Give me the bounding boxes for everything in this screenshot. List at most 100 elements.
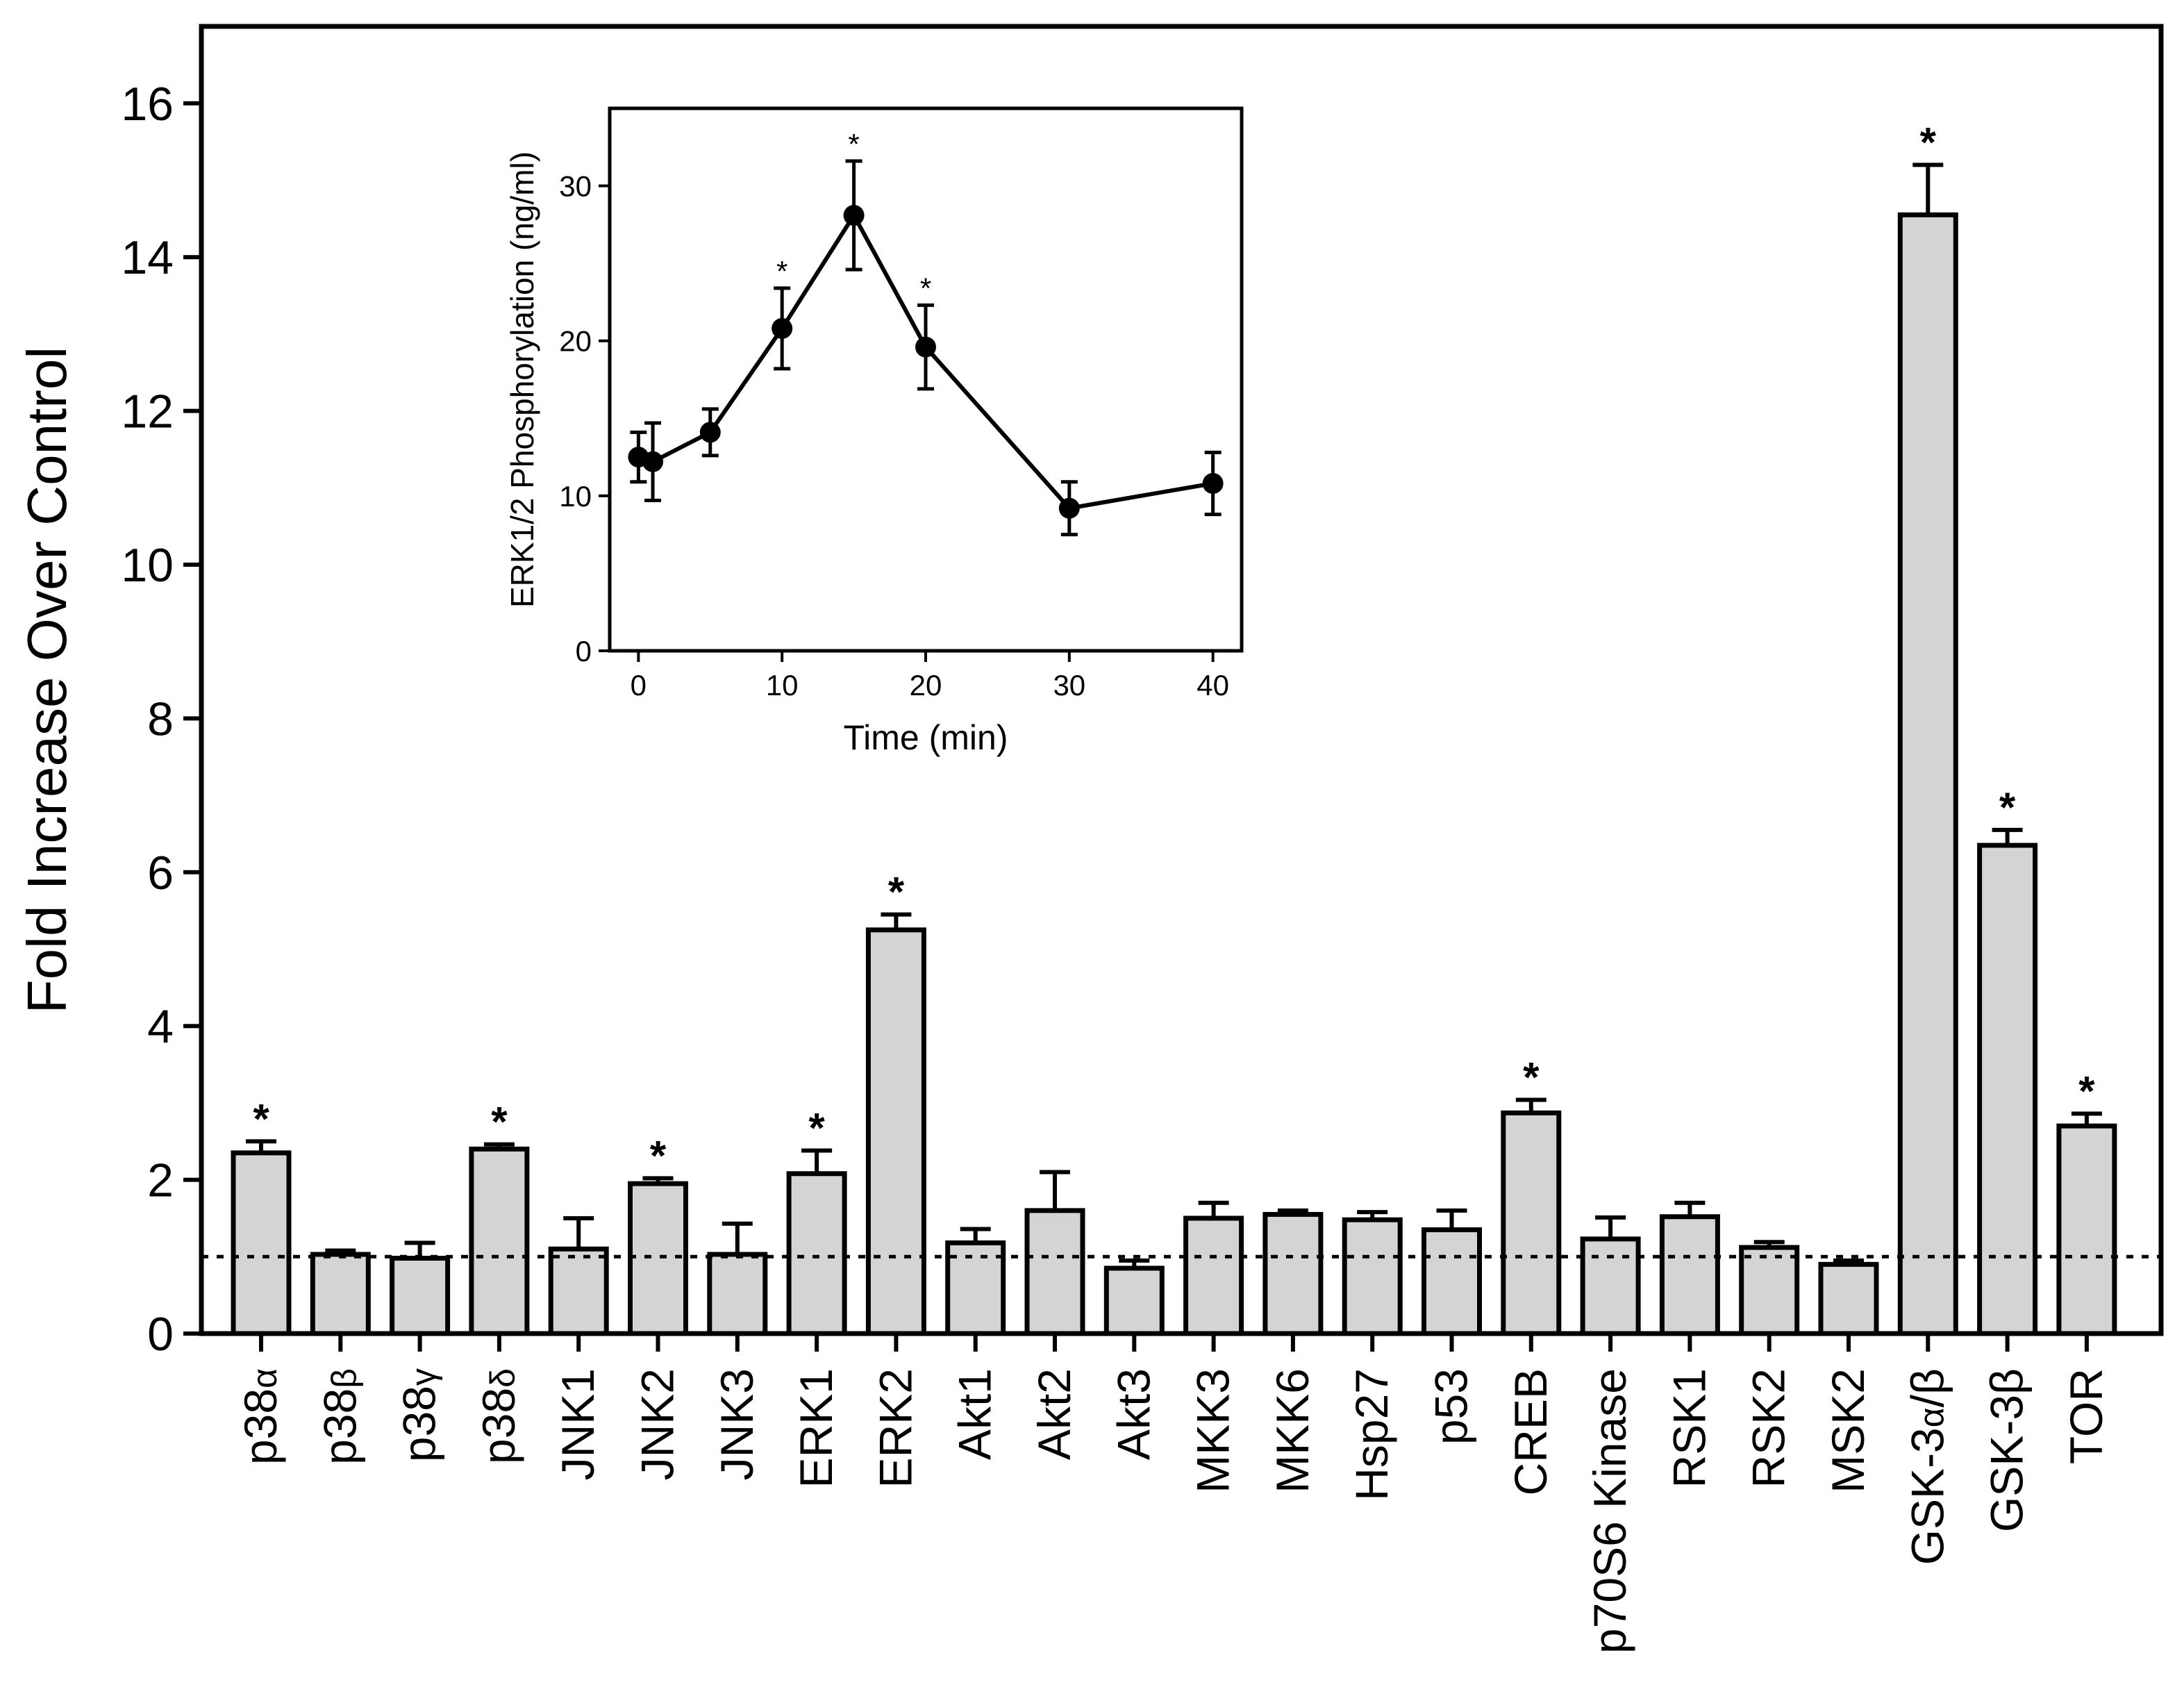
inset-point-group	[1058, 480, 1080, 537]
category-label: RSK1	[1663, 1368, 1715, 1488]
y-tick-label: 16	[121, 78, 174, 131]
significance-star: *	[650, 1132, 667, 1179]
bar-group: RSK2	[1739, 1240, 1800, 1488]
category-label: CREB	[1505, 1368, 1556, 1495]
bar-chart: 0 2 4 6 8 10 12 14 16 Fold Increase Over Control *…	[16, 24, 2164, 1654]
bar	[231, 1150, 292, 1336]
inset-y-tick-label: 0	[576, 635, 592, 667]
category-base: JNK3	[711, 1368, 762, 1480]
inset-significance-star: *	[776, 255, 787, 288]
category-label: RSK2	[1743, 1368, 1794, 1488]
category-base: p38	[394, 1386, 445, 1462]
category-base: p38	[314, 1388, 365, 1465]
inset-point-group: *	[772, 255, 793, 371]
significance-star: *	[1920, 119, 1937, 165]
category-base: Akt2	[1028, 1368, 1080, 1460]
inset-x-tick-label: 0	[631, 669, 647, 702]
bar	[1422, 1227, 1482, 1336]
category-label: JNK2	[632, 1368, 683, 1480]
bar-group: Akt1	[945, 1227, 1006, 1460]
bar	[310, 1252, 371, 1336]
y-tick-label: 2	[147, 1154, 174, 1207]
y-tick-label: 10	[121, 539, 174, 592]
inset-significance-star: *	[920, 272, 931, 304]
y-tick-label: 6	[147, 847, 174, 899]
category-label: ERK1	[790, 1368, 842, 1488]
category-base: GSK-3	[1901, 1427, 1953, 1565]
bar-group: Akt3	[1103, 1258, 1165, 1460]
inset-point	[843, 204, 865, 226]
bar-group: * JNK2	[628, 1132, 688, 1480]
bar	[1501, 1110, 1562, 1336]
y-tick-label: 4	[147, 1000, 174, 1053]
bar-group: p38γ	[390, 1241, 451, 1462]
category-label: p53	[1426, 1368, 1477, 1445]
category-label: ERK2	[869, 1368, 921, 1488]
category-greek: β	[324, 1368, 363, 1388]
bar	[1580, 1236, 1641, 1336]
category-greek: α	[1912, 1407, 1951, 1427]
category-base: GSK-3β	[1981, 1368, 2033, 1532]
category-label: p38γ	[394, 1368, 445, 1462]
inset-point-group: *	[843, 128, 865, 272]
bar	[1897, 212, 1958, 1336]
inset-x-tick-label: 40	[1197, 669, 1229, 702]
bar-group: JNK3	[707, 1221, 768, 1480]
category-label: Akt2	[1028, 1368, 1080, 1460]
category-base: ERK2	[869, 1368, 921, 1488]
significance-star: *	[2078, 1068, 2095, 1114]
bar	[1262, 1211, 1324, 1336]
bar	[390, 1256, 451, 1336]
significance-star: *	[1523, 1054, 1540, 1100]
inset-chart: 0 10 20 30 0 10 20 30 40 Time (min) ERK1/2 Phospho…	[504, 106, 1244, 757]
bar-group: p53	[1422, 1208, 1482, 1445]
significance-star: *	[1999, 784, 2016, 831]
bar-group: Akt2	[1024, 1170, 1085, 1460]
category-greek: α	[245, 1368, 284, 1388]
inset-point	[772, 317, 793, 339]
category-label: p38β	[314, 1368, 365, 1465]
bar	[1739, 1245, 1800, 1336]
significance-star: *	[253, 1095, 269, 1142]
y-tick-label: 0	[147, 1308, 174, 1361]
bar-group: MKK6	[1262, 1208, 1324, 1493]
bar	[865, 927, 926, 1336]
y-tick-label: 14	[121, 231, 174, 284]
y-tick-label: 12	[121, 385, 174, 438]
category-suffix: /β	[1901, 1368, 1953, 1407]
inset-point	[1058, 497, 1080, 519]
bar-group: * ERK1	[786, 1105, 847, 1488]
category-label: MKK3	[1187, 1368, 1239, 1493]
bar	[707, 1252, 768, 1336]
bar-group: * p38δ	[469, 1099, 530, 1464]
inset-significance-star: *	[848, 128, 859, 160]
category-base: TOR	[2060, 1368, 2112, 1464]
bar-group: p38β	[310, 1248, 371, 1465]
bar	[1818, 1261, 1879, 1336]
inset-point-group: *	[915, 272, 936, 391]
category-label: p38δ	[473, 1368, 524, 1464]
category-label: TOR	[2060, 1368, 2112, 1464]
category-label: MSK2	[1822, 1368, 1874, 1493]
inset-series-line	[637, 211, 1214, 511]
bar-group: RSK1	[1659, 1200, 1720, 1488]
inset-x-tick-label: 30	[1053, 669, 1085, 702]
category-base: MKK3	[1187, 1368, 1239, 1493]
significance-star: *	[491, 1099, 508, 1145]
category-base: p38	[473, 1388, 524, 1464]
significance-star: *	[888, 869, 905, 915]
category-base: p53	[1426, 1368, 1477, 1445]
category-label: Hsp27	[1346, 1368, 1397, 1501]
inset-y-tick-label: 20	[559, 325, 592, 358]
inset-y-tick-label: 10	[559, 480, 592, 513]
category-label: Akt1	[949, 1368, 1001, 1460]
bar-group: * ERK2	[865, 869, 926, 1488]
bar	[786, 1171, 847, 1336]
category-base: MSK2	[1822, 1368, 1874, 1493]
bar-group: JNK1	[548, 1215, 609, 1480]
inset-point	[699, 422, 721, 443]
bar	[1024, 1208, 1085, 1336]
bar	[2056, 1123, 2117, 1336]
category-base: MKK6	[1267, 1368, 1318, 1493]
